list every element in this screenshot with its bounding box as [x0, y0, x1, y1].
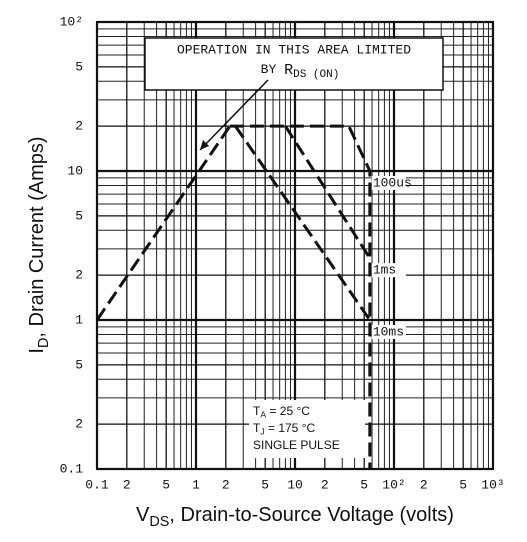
series-label: 1ms — [373, 263, 396, 278]
y-tick-label: 2 — [75, 268, 83, 283]
x-axis-label: VDS, Drain-to-Source Voltage (volts) — [136, 504, 454, 530]
condition-text-rest: = 25 °C — [266, 404, 310, 418]
y-tick-label: 10 — [67, 163, 83, 178]
x-tick-label: 5 — [360, 477, 368, 492]
y-axis-label-rest: , Drain Current (Amps) — [26, 136, 48, 337]
series-label: 100us — [373, 175, 412, 190]
y-tick-label: 5 — [75, 208, 83, 223]
y-tick-label: 5 — [75, 59, 83, 74]
y-tick-label: 0.1 — [60, 461, 84, 476]
y-axis-label-main: I — [26, 348, 48, 354]
y-tick-label: 2 — [75, 417, 83, 432]
x-tick-label: 2 — [123, 477, 131, 492]
annotations: VDS, Drain-to-Source Voltage (volts)ID, … — [26, 37, 454, 530]
x-tick-label: 10² — [382, 477, 405, 492]
annotation-r: R — [284, 62, 293, 79]
plot-frame — [96, 21, 494, 470]
y-tick-label: 5 — [75, 357, 83, 372]
condition-text-sub: A — [260, 410, 266, 420]
condition-text-rest: = 175 °C — [265, 421, 316, 435]
y-axis-label: ID, Drain Current (Amps) — [26, 136, 52, 353]
y-tick-label: 1 — [75, 312, 83, 327]
condition-text-sub: J — [260, 427, 264, 437]
y-tick-label: 10² — [60, 14, 83, 29]
annotation-box — [144, 37, 444, 91]
x-tick-label: 2 — [222, 477, 230, 492]
soa-line — [284, 125, 372, 259]
label-bg — [371, 176, 406, 190]
condition-text: TA = 25 °C — [253, 404, 310, 420]
label-bg — [371, 325, 406, 339]
arrow-head — [200, 140, 209, 150]
condition-text: SINGLE PULSE — [253, 438, 340, 452]
x-tick-label: 10³ — [481, 477, 504, 492]
y-tick-label: 2 — [75, 119, 83, 134]
conditions-box — [249, 400, 365, 458]
series-label: 10ms — [373, 324, 404, 339]
x-axis-label-rest: , Drain-to-Source Voltage (volts) — [169, 504, 454, 526]
x-tick-label: 1 — [192, 477, 200, 492]
x-tick-label: 5 — [459, 477, 467, 492]
soa-line — [229, 124, 372, 469]
grid: 0.1 2 5 1 2 5 10 2 5 10² 2 5 10³ 0.1 2 5 1 2 5 10 2 5 10² — [60, 14, 505, 492]
annotation-arrow — [199, 79, 269, 151]
series: 100us 1ms 10ms — [95, 124, 412, 469]
annotation-by: BY — [261, 62, 284, 77]
x-tick-label: 2 — [420, 477, 428, 492]
x-tick-label: 10 — [287, 477, 303, 492]
annotation-text: OPERATION IN THIS AREA LIMITED — [177, 42, 411, 57]
condition-text-main: T — [253, 421, 261, 435]
x-tick-label: 2 — [321, 477, 329, 492]
x-tick-label: 0.1 — [85, 477, 109, 492]
label-bg — [371, 263, 406, 278]
annotation-text: BY RDS (ON) — [261, 62, 340, 81]
condition-text-main: SINGLE PULSE — [253, 438, 340, 452]
x-tick-label: 5 — [162, 477, 170, 492]
x-axis-label-sub: DS — [149, 514, 169, 530]
annotation-sub: DS (ON) — [293, 69, 339, 81]
x-tick-label: 5 — [261, 477, 269, 492]
condition-text-main: T — [253, 404, 261, 418]
x-axis-label-main: V — [136, 504, 150, 526]
y-axis-label-sub: D — [36, 338, 52, 348]
condition-text: TJ = 175 °C — [253, 421, 315, 437]
